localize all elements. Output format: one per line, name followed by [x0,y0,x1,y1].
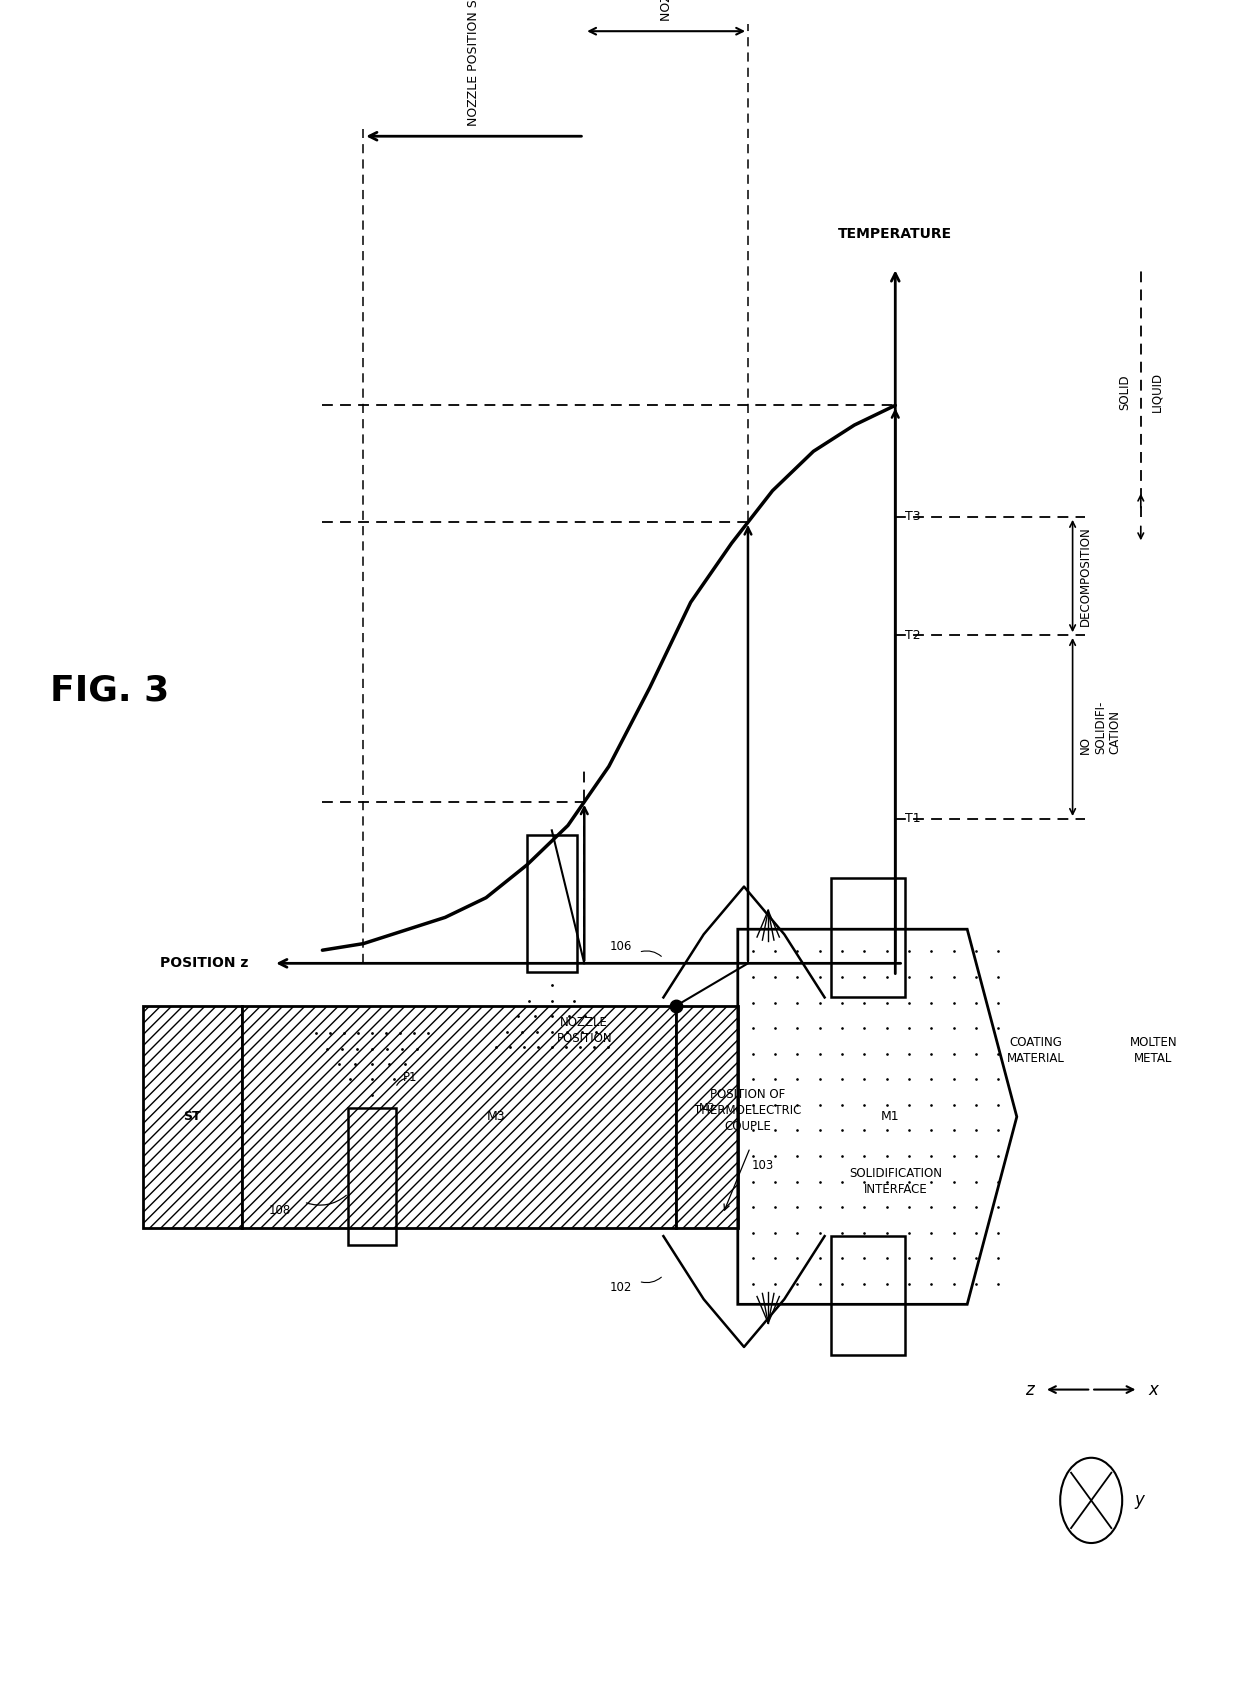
Text: T1: T1 [905,812,921,825]
Text: P1: P1 [403,1071,418,1084]
Text: POSITION OF
THERMOELECTRIC
COUPLE: POSITION OF THERMOELECTRIC COUPLE [694,1088,801,1134]
Text: ST: ST [184,1110,201,1124]
Polygon shape [143,1006,242,1228]
Text: NOZZLE POSITION SET IN EMBODIMENT 2: NOZZLE POSITION SET IN EMBODIMENT 2 [660,0,672,20]
Text: y: y [1135,1492,1145,1509]
Text: NO
SOLIDIFI-
CATION: NO SOLIDIFI- CATION [1079,701,1122,754]
Text: TEMPERATURE: TEMPERATURE [838,227,952,240]
Text: 102: 102 [610,1280,632,1294]
Text: M3: M3 [486,1110,506,1124]
Text: x: x [1148,1381,1158,1398]
Text: SOLIDIFICATION
INTERFACE: SOLIDIFICATION INTERFACE [848,1166,942,1195]
Text: SOLID: SOLID [1118,375,1131,409]
Text: M2: M2 [698,1103,715,1113]
Text: T3: T3 [905,510,921,523]
Text: LIQUID: LIQUID [1151,372,1163,413]
Text: T2: T2 [905,629,921,641]
Text: z: z [1025,1381,1034,1398]
Text: 103: 103 [751,1159,774,1173]
Text: 106: 106 [610,939,632,953]
Text: DECOMPOSITION: DECOMPOSITION [1079,527,1091,626]
Text: NOZZLE POSITION SET IN EMBODIMENT 1: NOZZLE POSITION SET IN EMBODIMENT 1 [467,0,480,126]
Polygon shape [676,1006,738,1228]
Polygon shape [242,1006,676,1228]
Text: NOZZLE
POSITION: NOZZLE POSITION [557,1016,613,1045]
Text: COATING
MATERIAL: COATING MATERIAL [1007,1035,1064,1064]
Text: POSITION z: POSITION z [160,957,249,970]
Text: FIG. 3: FIG. 3 [50,673,169,708]
Text: MOLTEN
METAL: MOLTEN METAL [1130,1035,1177,1064]
Text: 108: 108 [269,1204,291,1217]
Text: M1: M1 [880,1110,899,1124]
